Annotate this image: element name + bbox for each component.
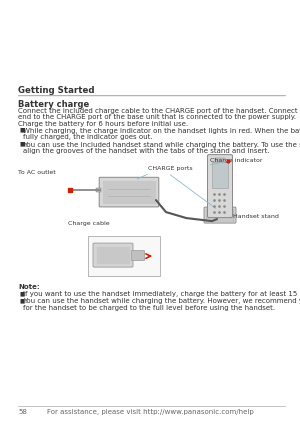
Text: To AC outlet: To AC outlet — [18, 170, 56, 175]
Text: for the handset to be charged to the full level before using the handset.: for the handset to be charged to the ful… — [23, 305, 275, 311]
Text: fully charged, the indicator goes out.: fully charged, the indicator goes out. — [23, 134, 153, 140]
Text: Connect the included charge cable to the CHARGE port of the handset. Connect the: Connect the included charge cable to the… — [18, 108, 300, 114]
FancyBboxPatch shape — [93, 243, 133, 267]
FancyBboxPatch shape — [131, 251, 145, 261]
Text: Handset stand: Handset stand — [233, 214, 279, 219]
Text: end to the CHARGE port of the base unit that is connected to the power supply.: end to the CHARGE port of the base unit … — [18, 114, 296, 120]
FancyBboxPatch shape — [208, 155, 233, 218]
FancyBboxPatch shape — [206, 210, 233, 223]
Text: CHARGE ports: CHARGE ports — [148, 166, 193, 171]
Text: align the grooves of the handset with the tabs of the stand and insert.: align the grooves of the handset with th… — [23, 148, 270, 154]
Text: Charge the battery for 6 hours before initial use.: Charge the battery for 6 hours before in… — [18, 121, 188, 127]
Text: You can use the handset while charging the battery. However, we recommend you wa: You can use the handset while charging t… — [23, 298, 300, 304]
Text: ■: ■ — [19, 298, 24, 303]
FancyBboxPatch shape — [215, 158, 225, 162]
Text: 58: 58 — [18, 409, 27, 415]
Bar — [88, 236, 160, 276]
FancyBboxPatch shape — [204, 207, 236, 223]
Text: ■: ■ — [19, 142, 25, 147]
Polygon shape — [103, 181, 155, 203]
Text: Charge cable: Charge cable — [68, 221, 110, 226]
Text: Charge indicator: Charge indicator — [210, 158, 262, 163]
Polygon shape — [97, 247, 129, 263]
Bar — [96, 188, 101, 192]
Text: You can use the included handset stand while charging the battery. To use the st: You can use the included handset stand w… — [23, 142, 300, 147]
Text: While charging, the charge indicator on the handset lights in red. When the batt: While charging, the charge indicator on … — [23, 128, 300, 134]
Text: Note:: Note: — [18, 284, 40, 290]
FancyBboxPatch shape — [212, 162, 228, 188]
FancyBboxPatch shape — [99, 177, 159, 207]
Text: Battery charge: Battery charge — [18, 100, 89, 109]
Text: If you want to use the handset immediately, charge the battery for at least 15 m: If you want to use the handset immediate… — [23, 291, 300, 297]
Text: Getting Started: Getting Started — [18, 86, 94, 95]
Text: ■: ■ — [19, 291, 24, 296]
Text: For assistance, please visit http://www.panasonic.com/help: For assistance, please visit http://www.… — [46, 409, 253, 415]
Text: ■: ■ — [19, 128, 25, 133]
